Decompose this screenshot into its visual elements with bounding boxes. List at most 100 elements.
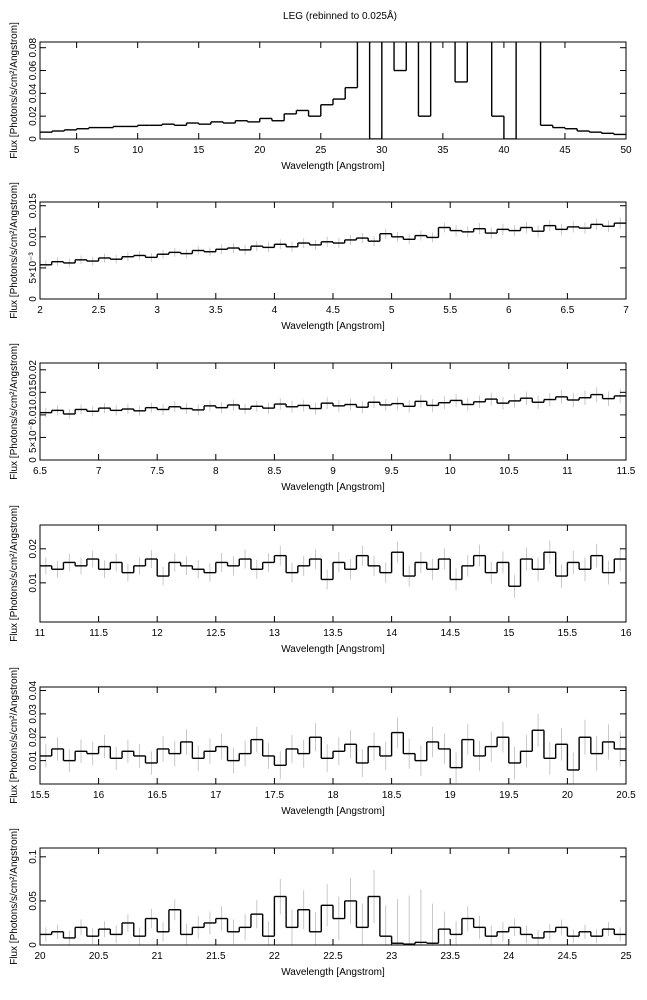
y-tick-label: 0.06 — [28, 60, 39, 80]
x-tick-label: 13.5 — [323, 628, 343, 639]
x-tick-label: 45 — [559, 145, 571, 156]
y-tick-label: 0.02 — [28, 539, 39, 559]
x-axis-label: Wavelength [Angstrom] — [281, 482, 385, 493]
x-tick-label: 20 — [562, 790, 574, 801]
y-axis-label: Flux [Photons/s/cm²/Angstrom] — [9, 343, 20, 480]
x-tick-label: 14 — [386, 628, 398, 639]
plot-area — [40, 540, 626, 598]
x-tick-label: 20 — [254, 145, 266, 156]
y-tick-label: 0 — [28, 136, 39, 142]
x-tick-label: 12 — [152, 628, 164, 639]
y-tick-label: 0.02 — [28, 106, 39, 126]
x-tick-label: 23 — [386, 951, 398, 962]
x-tick-label: 9.5 — [385, 466, 399, 477]
x-tick-label: 17.5 — [265, 790, 285, 801]
y-tick-label: 0.015 — [28, 379, 39, 404]
x-tick-label: 50 — [620, 145, 632, 156]
y-tick-label: 5×10⁻³ — [28, 252, 39, 284]
y-tick-label: 0.04 — [28, 83, 39, 103]
y-tick-label: 0.08 — [28, 38, 39, 58]
x-tick-label: 7.5 — [150, 466, 164, 477]
x-tick-label: 10.5 — [499, 466, 519, 477]
x-axis-label: Wavelength [Angstrom] — [281, 806, 385, 817]
x-tick-label: 15.5 — [30, 790, 50, 801]
y-axis-label: Flux [Photons/s/cm²/Angstrom] — [9, 667, 20, 804]
x-tick-label: 22 — [269, 951, 281, 962]
y-tick-label: 0.01 — [28, 405, 39, 425]
x-tick-label: 19.5 — [499, 790, 519, 801]
x-tick-label: 21.5 — [206, 951, 226, 962]
y-tick-label: 0.02 — [28, 360, 39, 380]
x-axis-label: Wavelength [Angstrom] — [281, 161, 385, 172]
figure-title: LEG (rebinned to 0.025Å) — [283, 9, 397, 22]
x-tick-label: 12.5 — [206, 628, 226, 639]
x-tick-label: 11 — [562, 466, 573, 477]
y-tick-label: 0.04 — [28, 680, 39, 700]
plot-area — [40, 713, 626, 784]
x-tick-label: 24 — [503, 951, 515, 962]
x-tick-label: 25 — [315, 145, 327, 156]
y-tick-label: 5×10⁻³ — [28, 421, 39, 453]
plot-area — [40, 387, 626, 419]
y-axis-label: Flux [Photons/s/cm²/Angstrom] — [9, 22, 20, 159]
y-axis-label: Flux [Photons/s/cm²/Angstrom] — [9, 505, 20, 642]
frame — [39, 201, 627, 300]
x-tick-label: 7 — [623, 305, 629, 316]
x-tick-label: 5 — [74, 145, 80, 156]
y-tick-label: 0.01 — [28, 227, 39, 247]
y-tick-label: 0.1 — [28, 849, 39, 863]
plot-area — [40, 217, 626, 270]
x-tick-label: 8 — [213, 466, 219, 477]
y-tick-label: 0 — [28, 296, 39, 302]
x-tick-label: 5.5 — [443, 305, 457, 316]
x-tick-label: 2.5 — [92, 305, 106, 316]
x-tick-label: 11 — [35, 628, 46, 639]
x-tick-label: 15 — [193, 145, 205, 156]
x-tick-label: 22.5 — [323, 951, 343, 962]
x-tick-label: 18.5 — [382, 790, 402, 801]
y-tick-label: 0.05 — [28, 891, 39, 911]
x-tick-label: 14.5 — [440, 628, 460, 639]
x-axis-label: Wavelength [Angstrom] — [281, 967, 385, 978]
y-tick-label: 0.01 — [28, 573, 39, 593]
x-tick-label: 7 — [96, 466, 102, 477]
x-tick-label: 16 — [620, 628, 632, 639]
x-tick-label: 8.5 — [267, 466, 281, 477]
y-axis-label: Flux [Photons/s/cm²/Angstrom] — [9, 182, 20, 319]
x-tick-label: 15 — [503, 628, 515, 639]
x-tick-label: 10 — [132, 145, 144, 156]
x-tick-label: 35 — [437, 145, 449, 156]
x-tick-label: 4.5 — [326, 305, 340, 316]
x-tick-label: 13 — [269, 628, 281, 639]
x-tick-label: 15.5 — [558, 628, 578, 639]
x-tick-label: 17 — [210, 790, 222, 801]
y-tick-label: 0.03 — [28, 704, 39, 724]
x-tick-label: 20.5 — [616, 790, 636, 801]
x-tick-label: 24.5 — [558, 951, 578, 962]
x-tick-label: 10 — [445, 466, 457, 477]
x-tick-label: 3.5 — [209, 305, 223, 316]
x-tick-label: 16 — [93, 790, 105, 801]
x-tick-label: 6 — [506, 305, 512, 316]
x-tick-label: 25 — [620, 951, 632, 962]
x-tick-label: 5 — [389, 305, 395, 316]
x-tick-label: 9 — [330, 466, 336, 477]
x-tick-label: 20.5 — [89, 951, 109, 962]
x-tick-label: 30 — [376, 145, 388, 156]
y-tick-label: 0 — [28, 942, 39, 948]
x-tick-label: 20 — [34, 951, 46, 962]
x-tick-label: 11.5 — [617, 466, 636, 477]
x-tick-label: 16.5 — [147, 790, 167, 801]
y-tick-label: 0.02 — [28, 727, 39, 747]
x-tick-label: 23.5 — [440, 951, 460, 962]
x-tick-label: 2 — [37, 305, 43, 316]
y-tick-label: 0.01 — [28, 750, 39, 770]
x-tick-label: 18 — [327, 790, 339, 801]
x-tick-label: 21 — [152, 951, 164, 962]
y-tick-label: 0.015 — [28, 193, 39, 218]
x-tick-label: 6.5 — [33, 466, 47, 477]
y-tick-label: 0 — [28, 457, 39, 463]
y-axis-label: Flux [Photons/s/cm²/Angstrom] — [9, 828, 20, 965]
frame — [39, 41, 627, 140]
